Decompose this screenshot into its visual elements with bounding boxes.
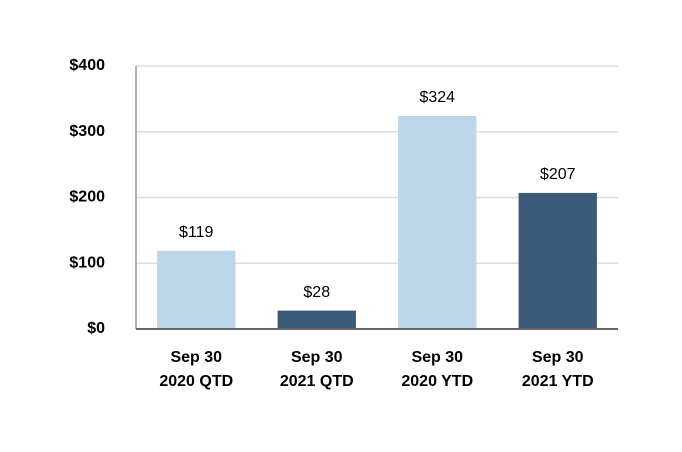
value-label: $119 [179, 224, 214, 241]
bar [518, 192, 597, 329]
y-tick-label: $400 [69, 57, 105, 74]
x-tick-label: Sep 30 [291, 349, 343, 366]
x-tick-label: 2020 QTD [159, 373, 233, 390]
y-tick-label: $100 [69, 254, 105, 271]
x-tick-label: Sep 30 [532, 349, 584, 366]
y-tick-label: $0 [87, 320, 105, 337]
x-tick-label: 2020 YTD [401, 373, 473, 390]
value-label: $324 [419, 89, 455, 106]
bar [157, 250, 236, 329]
x-tick-label: Sep 30 [411, 349, 463, 366]
x-tick-label: 2021 YTD [522, 373, 594, 390]
bar [277, 310, 356, 329]
y-tick-label: $200 [69, 189, 105, 206]
x-tick-label: 2021 QTD [280, 373, 354, 390]
bar [398, 115, 477, 329]
value-label: $28 [303, 284, 330, 301]
x-tick-label: Sep 30 [170, 349, 222, 366]
y-tick-label: $300 [69, 123, 105, 140]
value-label: $207 [540, 166, 576, 183]
